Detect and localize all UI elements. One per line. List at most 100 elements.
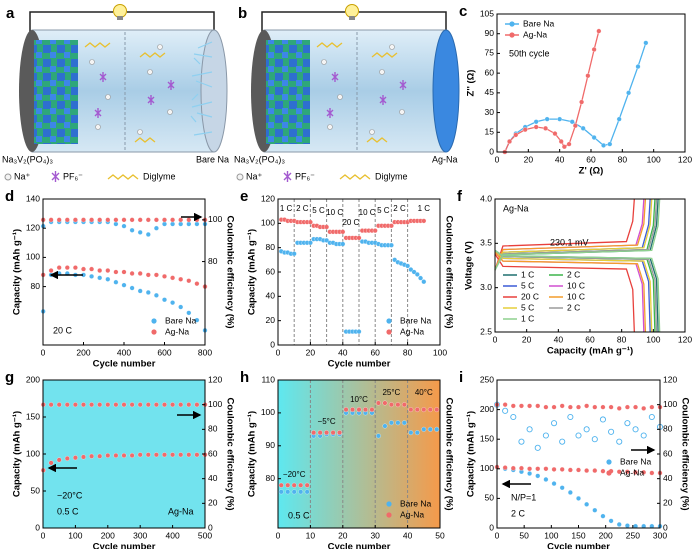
data-point <box>559 466 565 472</box>
data-point <box>145 452 151 458</box>
legend-label: 1 C <box>521 269 534 279</box>
data-point <box>129 271 135 276</box>
y-tick-label: 20 <box>266 315 276 325</box>
data-point <box>572 123 578 129</box>
x-axis-label: Cycle number <box>547 542 610 549</box>
y2-tick-label: 100 <box>208 399 222 409</box>
data-point <box>178 217 184 223</box>
x-tick-label: 0 <box>495 154 500 164</box>
x-tick-label: 60 <box>370 347 380 357</box>
y-tick-label: 90 <box>266 440 276 450</box>
data-point <box>408 267 414 273</box>
data-point <box>81 454 86 460</box>
data-point <box>551 404 557 410</box>
x-tick-label: 80 <box>618 154 628 164</box>
y-tick-label: 0 <box>489 146 494 156</box>
panel-label: f <box>457 188 463 205</box>
y2-tick-label: 40 <box>208 473 218 483</box>
bare-na-anode <box>200 29 228 153</box>
legend-label: Ag-Na <box>620 467 644 477</box>
data-point <box>81 217 86 223</box>
y2-tick-label: 120 <box>208 374 222 384</box>
y2-tick-label: 0 <box>208 522 213 532</box>
data-point <box>566 141 572 147</box>
data-point <box>633 469 638 475</box>
annotation: 0.5 C <box>57 506 79 516</box>
data-point <box>153 225 159 231</box>
y2-tick-label: 40 <box>663 473 673 483</box>
legend-label: Na⁺ <box>246 171 263 181</box>
y-tick-label: 100 <box>26 448 40 458</box>
data-point <box>401 402 407 408</box>
annotation: 230.1 mV <box>550 237 589 247</box>
data-point <box>535 473 541 479</box>
legend-label: 10 C <box>567 280 585 290</box>
x-tick-label: 60 <box>585 334 595 344</box>
annotation: 20 C <box>53 325 73 335</box>
data-point <box>567 467 573 473</box>
data-point <box>579 99 585 105</box>
data-point <box>559 403 565 409</box>
data-point <box>153 217 159 223</box>
data-point <box>137 217 143 223</box>
legend-marker <box>386 501 392 507</box>
y-tick-label: 60 <box>485 67 495 77</box>
y-axis-label: Capacity (mAh g⁻¹) <box>247 411 258 497</box>
legend-marker <box>509 32 515 38</box>
data-point <box>105 217 111 223</box>
data-point <box>137 452 143 458</box>
data-point <box>105 453 111 458</box>
segment-label: 5 C <box>377 206 390 215</box>
legend-marker <box>606 470 612 476</box>
data-point <box>427 407 433 413</box>
x-tick-label: 20 <box>522 334 532 344</box>
data-point <box>56 457 62 463</box>
data-point <box>534 444 541 451</box>
data-point <box>502 407 509 414</box>
data-point <box>162 402 167 408</box>
panel-label: b <box>238 5 247 22</box>
data-point <box>307 240 313 246</box>
data-point <box>129 285 135 291</box>
x-tick-label: 40 <box>403 530 413 540</box>
y-tick-label: 80 <box>266 473 276 483</box>
y-axis-label: Voltage (V) <box>464 241 475 290</box>
data-point <box>178 276 184 282</box>
data-point <box>584 403 590 409</box>
data-point <box>64 265 70 271</box>
data-point <box>414 430 420 436</box>
x-tick-label: 50 <box>435 530 445 540</box>
y-tick-label: 3.0 <box>480 282 492 292</box>
data-point <box>388 223 394 229</box>
legend-label: Ag-Na <box>400 509 424 519</box>
data-point <box>298 482 304 488</box>
data-point <box>89 266 95 272</box>
data-point <box>542 432 549 439</box>
data-point <box>527 403 533 409</box>
legend-label: Diglyme <box>375 171 408 181</box>
data-point <box>186 452 192 458</box>
data-point <box>567 404 573 410</box>
data-point <box>307 219 313 225</box>
data-point <box>121 453 127 458</box>
data-point <box>89 453 95 459</box>
data-point <box>427 426 433 432</box>
legend-label: Bare Na <box>620 456 651 466</box>
x-axis-label: Cycle number <box>328 542 391 549</box>
y2-axis-label: Coulombic efficiency (%) <box>224 398 235 511</box>
x-axis-label: Cycle number <box>328 359 391 370</box>
data-point <box>601 142 606 148</box>
segment-label: −20°C <box>283 470 306 479</box>
series-line <box>494 249 653 333</box>
data-point <box>178 304 184 310</box>
data-point <box>624 420 631 427</box>
data-point <box>145 272 151 278</box>
data-point <box>340 241 346 247</box>
legend-label: Na⁺ <box>14 171 31 181</box>
data-point <box>97 402 103 408</box>
data-point <box>649 404 655 410</box>
data-point <box>324 430 330 436</box>
data-point <box>434 407 440 413</box>
data-point <box>170 402 176 408</box>
data-point <box>576 467 581 473</box>
